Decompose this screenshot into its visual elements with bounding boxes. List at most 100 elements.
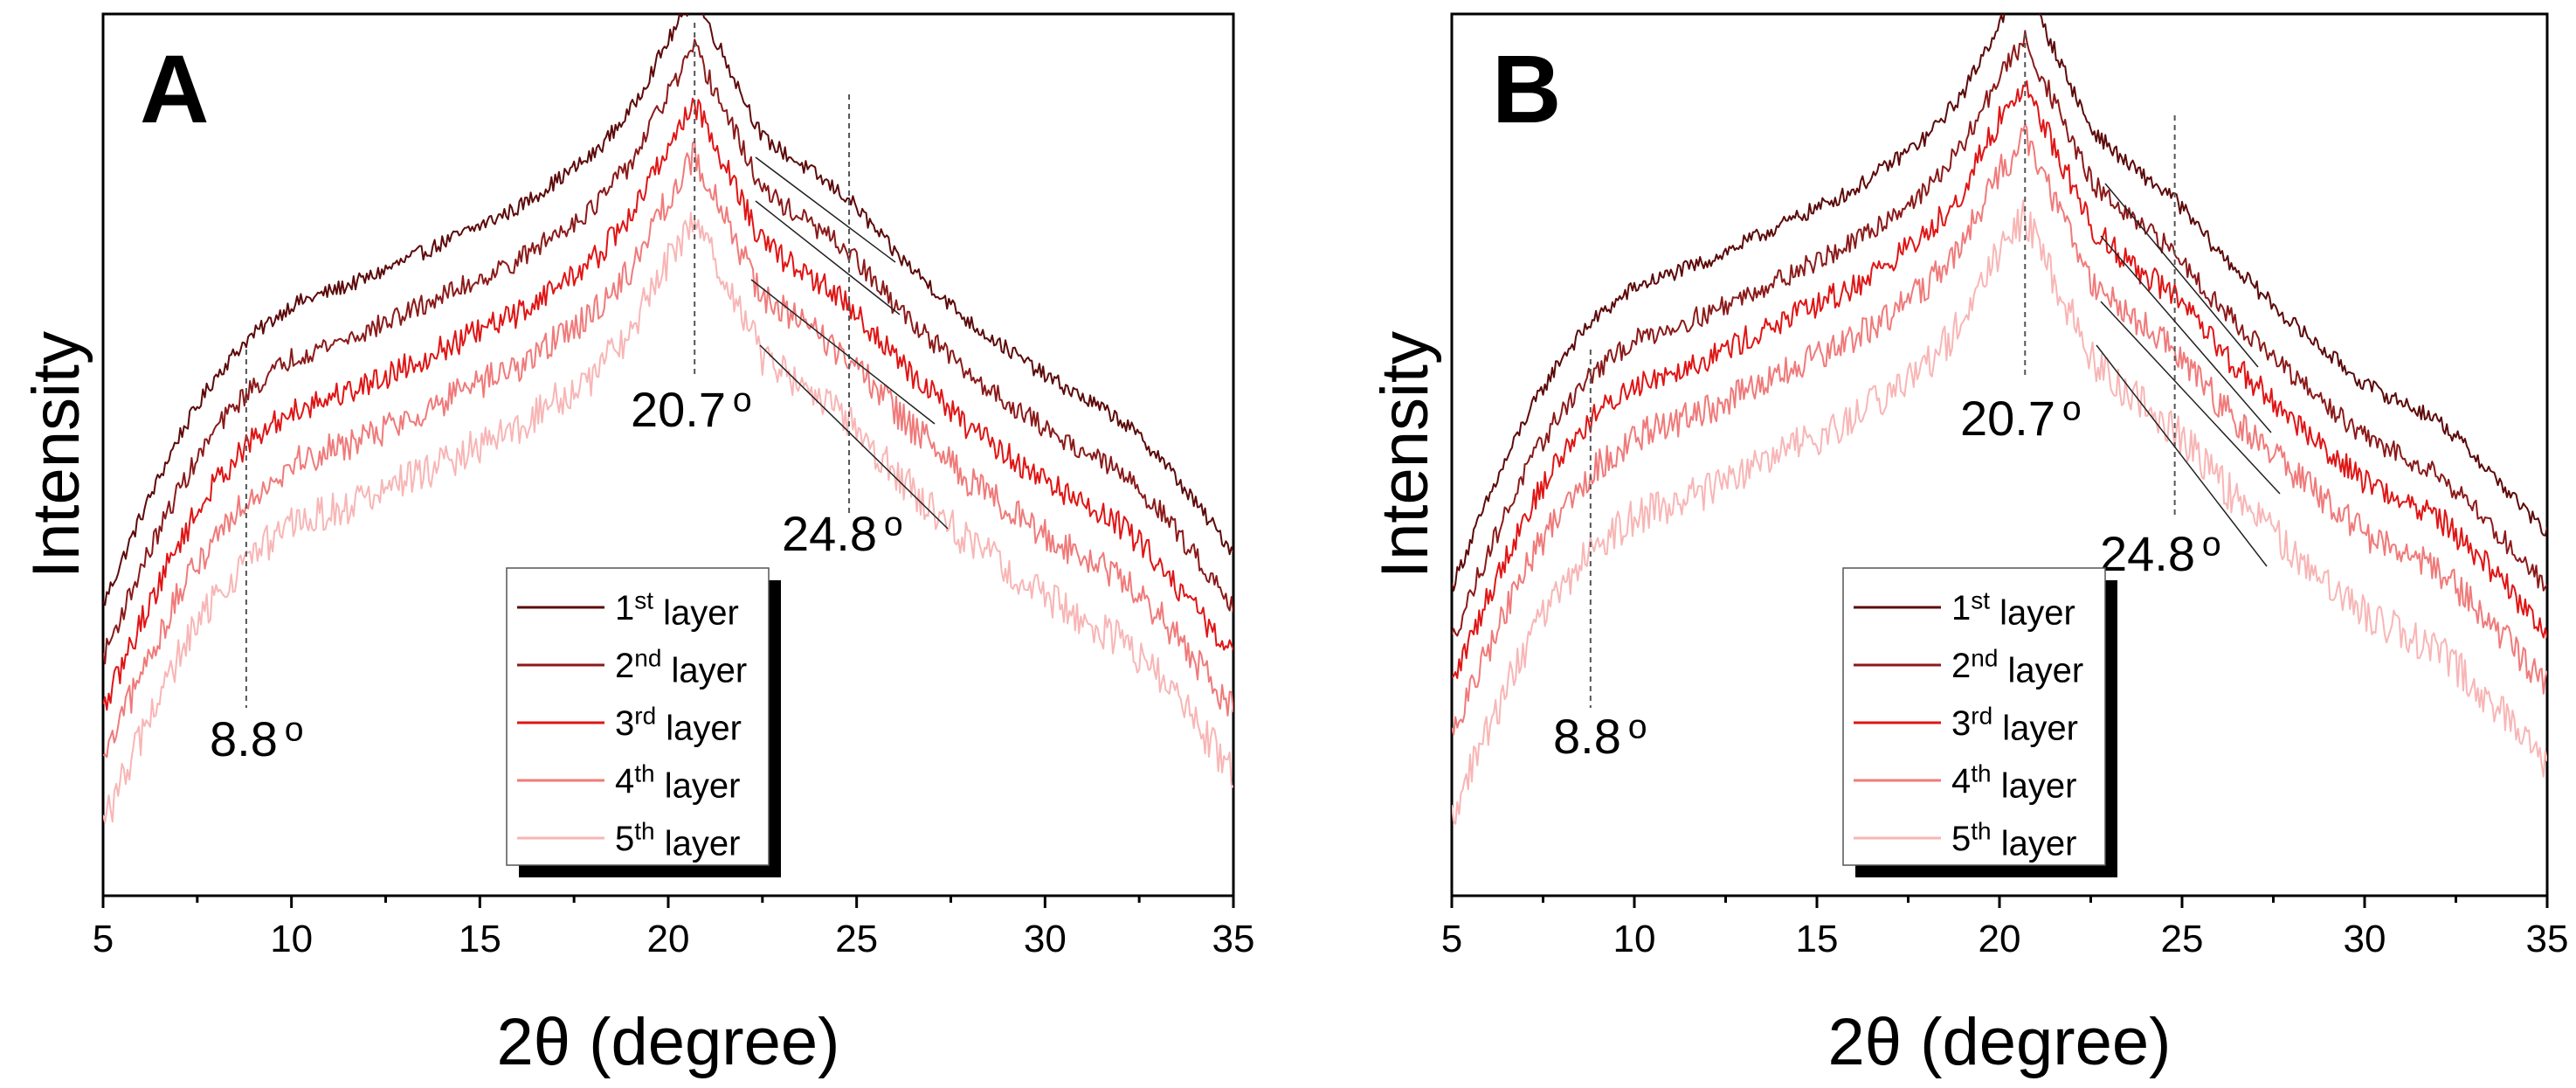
peak-label-sup: o: [733, 381, 752, 419]
peak-label: 8.8 o: [1553, 708, 1647, 764]
panel-letter: B: [1492, 36, 1561, 143]
peak-label: 24.8 o: [2100, 525, 2221, 581]
legend-label-main: 2: [1951, 647, 1971, 685]
peak-label-main: 24.8: [2100, 526, 2195, 581]
series-line-3: [103, 97, 1233, 711]
legend-label-sup: st: [1971, 586, 1990, 613]
legend-label-sup: st: [634, 586, 653, 613]
peak-label-sup: o: [884, 505, 903, 543]
legend-box: [506, 567, 770, 866]
legend-label: 3rd layer: [1951, 702, 2078, 747]
series-line-2: [103, 38, 1233, 665]
legend-label-sup: nd: [634, 644, 661, 671]
legend-label-rest: layer: [655, 824, 741, 863]
series-line-1: [1452, 14, 2547, 592]
peak-label: 20.7 o: [631, 381, 752, 437]
x-tick-label: 20: [647, 918, 690, 960]
x-tick-label: 35: [2526, 918, 2569, 960]
peak-label-main: 8.8: [210, 711, 278, 766]
legend-label-main: 3: [615, 704, 634, 743]
legend-label-sup: th: [634, 817, 654, 844]
y-axis-title: Intensity: [19, 331, 93, 579]
legend-label-rest: layer: [656, 709, 742, 747]
legend-label-rest: layer: [1992, 824, 2077, 863]
legend-label-rest: layer: [1992, 766, 2077, 805]
peak-label-sup: o: [2062, 390, 2082, 427]
legend-label: 1st layer: [615, 586, 739, 632]
legend-label-sup: th: [1971, 817, 1991, 844]
legend-label-main: 2: [615, 647, 634, 685]
x-tick-label: 30: [1024, 918, 1067, 960]
x-tick-label: 5: [93, 918, 114, 960]
legend-label: 5th layer: [1951, 817, 2076, 863]
series-line-3: [1452, 80, 2547, 679]
legend-label-sup: rd: [634, 702, 656, 729]
x-tick-label: 15: [459, 918, 501, 960]
tangent-line: [755, 156, 896, 263]
legend-label-rest: layer: [655, 766, 741, 805]
x-tick-label: 10: [270, 918, 313, 960]
x-tick-label: 10: [1613, 918, 1656, 960]
legend-label-main: 1: [1951, 589, 1971, 627]
legend-label: 2nd layer: [1951, 644, 2083, 690]
peak-label: 20.7 o: [1960, 390, 2082, 446]
tangent-line: [759, 344, 949, 530]
legend-label-sup: rd: [1971, 702, 1992, 729]
legend-label-rest: layer: [1992, 709, 2078, 747]
tangent-line: [2100, 235, 2272, 433]
series-line-5: [1452, 199, 2547, 825]
peak-label-sup: o: [1628, 708, 1647, 745]
legend-label-main: 4: [1951, 762, 1971, 800]
legend-label-main: 3: [1951, 704, 1971, 743]
legend-label-sup: nd: [1971, 644, 1998, 671]
legend-label-sup: th: [634, 759, 654, 787]
x-tick-label: 20: [1979, 918, 2021, 960]
x-axis-title: 2θ (degree): [1828, 1005, 2172, 1079]
peak-label-sup: o: [285, 710, 304, 748]
series-line-4: [103, 140, 1233, 759]
legend-label-rest: layer: [1998, 651, 2083, 690]
x-tick-label: 5: [1441, 918, 1462, 960]
tangent-line: [2104, 183, 2259, 368]
legend-label: 3rd layer: [615, 702, 742, 747]
tangent-line: [2096, 344, 2268, 567]
peak-label-main: 20.7: [631, 382, 726, 437]
legend-label: 4th layer: [615, 759, 740, 805]
legend-box: [1842, 567, 2106, 866]
x-axis-title: 2θ (degree): [497, 1005, 840, 1079]
series-line-4: [1452, 122, 2547, 736]
panel-letter: A: [140, 36, 209, 143]
legend-label-main: 5: [1951, 820, 1971, 858]
legend-label: 2nd layer: [615, 644, 747, 690]
legend-label-main: 4: [615, 762, 634, 800]
x-tick-label: 25: [835, 918, 878, 960]
tangent-line: [2100, 301, 2281, 495]
x-tick-label: 25: [2161, 918, 2204, 960]
legend-label-rest: layer: [1990, 593, 2075, 632]
peak-label: 8.8 o: [210, 710, 303, 766]
series-line-1: [103, 14, 1233, 606]
tangent-line: [755, 200, 901, 315]
y-axis-title: Intensity: [1368, 331, 1442, 579]
legend-label-rest: layer: [661, 651, 747, 690]
legend-label: 4th layer: [1951, 759, 2076, 805]
series-line-2: [1452, 30, 2547, 637]
peak-label: 24.8 o: [782, 505, 903, 561]
x-tick-label: 35: [1212, 918, 1255, 960]
peak-label-main: 8.8: [1553, 709, 1621, 764]
x-tick-label: 30: [2344, 918, 2386, 960]
legend-label-main: 5: [615, 820, 634, 858]
series-line-5: [103, 211, 1233, 824]
peak-label-main: 24.8: [782, 506, 877, 561]
x-tick-label: 15: [1796, 918, 1839, 960]
tangent-line: [750, 279, 936, 425]
legend-label: 5th layer: [615, 817, 740, 863]
legend-label: 1st layer: [1951, 586, 2075, 632]
peak-label-main: 20.7: [1960, 391, 2055, 446]
legend-label-sup: th: [1971, 759, 1991, 787]
